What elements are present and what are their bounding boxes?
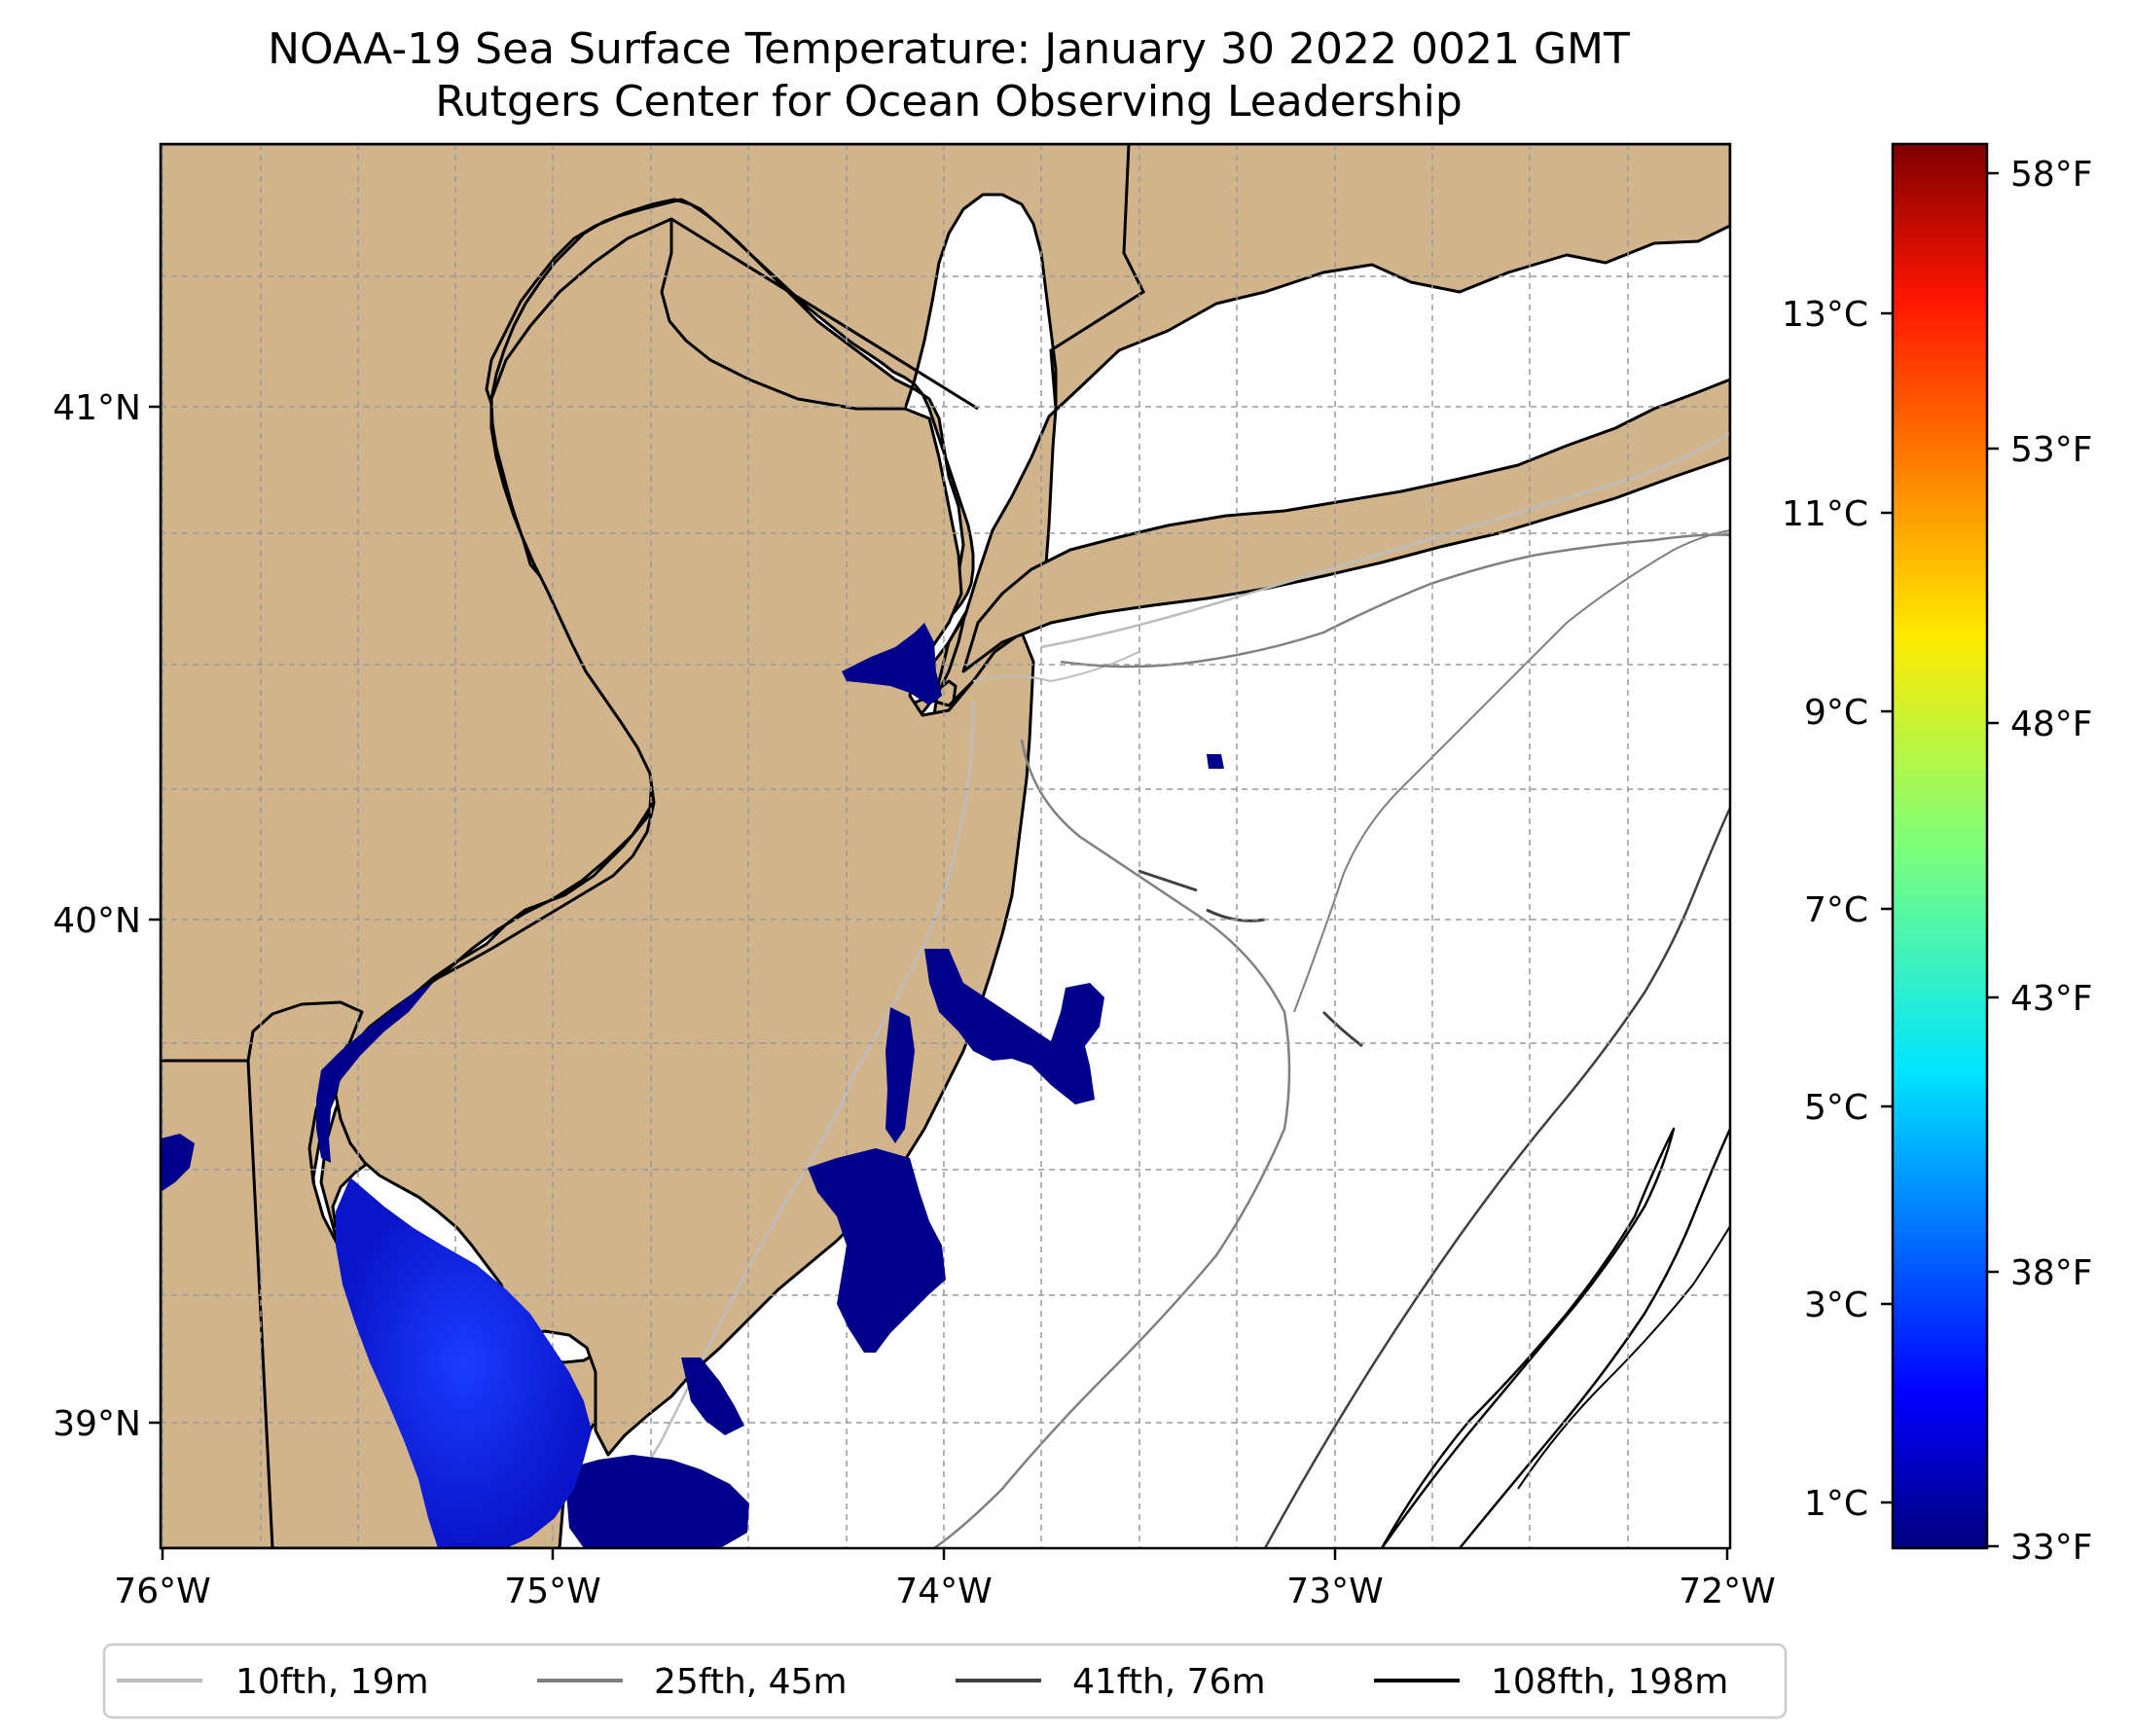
contour-76m bbox=[1263, 807, 1730, 1548]
lat-tick-41n: 41°N bbox=[53, 388, 141, 428]
cbar-tick-48f: 48°F bbox=[2010, 705, 2093, 744]
sst-patch-southern-shore bbox=[681, 1357, 744, 1435]
legend-label-198m: 108fth, 198m bbox=[1491, 1662, 1728, 1702]
legend-label-76m: 41fth, 76m bbox=[1072, 1662, 1266, 1702]
legend: 10fth, 19m 25fth, 45m 41fth, 76m 108fth,… bbox=[102, 1643, 1788, 1719]
bathymetry-contours bbox=[601, 431, 1730, 1548]
latitude-axis bbox=[149, 405, 161, 1425]
cbar-tick-9c: 9°C bbox=[1804, 693, 1868, 733]
sst-patch-left-edge bbox=[161, 1134, 195, 1192]
sst-data bbox=[161, 623, 1224, 1548]
cbar-tick-43f: 43°F bbox=[2010, 979, 2093, 1019]
map-panel: 76°W 75°W 74°W 73°W 72°W 41°N 40°N 39°N bbox=[53, 142, 1776, 1611]
cbar-tick-33f: 33°F bbox=[2010, 1528, 2093, 1568]
cbar-tick-3c: 3°C bbox=[1804, 1285, 1868, 1325]
colorbar: 13°C 11°C 9°C 7°C 5°C 3°C 1°C 58°F 53°F … bbox=[1782, 142, 2093, 1568]
sst-patch-barnegat bbox=[885, 1007, 915, 1143]
legend-label-45m: 25fth, 45m bbox=[654, 1662, 848, 1702]
contour-45m bbox=[933, 739, 1291, 1548]
cbar-tick-58f: 58°F bbox=[2010, 155, 2093, 195]
chart-title: NOAA-19 Sea Surface Temperature: January… bbox=[268, 24, 1630, 74]
sst-patch-raritan-bay bbox=[842, 623, 942, 705]
cbar-tick-53f: 53°F bbox=[2010, 430, 2093, 470]
contour-198m bbox=[1380, 1127, 1676, 1548]
lon-tick-75w: 75°W bbox=[504, 1572, 600, 1611]
lat-tick-39n: 39°N bbox=[53, 1404, 141, 1444]
lon-tick-76w: 76°W bbox=[114, 1572, 210, 1611]
legend-label-19m: 10fth, 19m bbox=[235, 1662, 429, 1702]
cbar-tick-1c: 1°C bbox=[1804, 1484, 1868, 1524]
contour-19m bbox=[601, 700, 975, 1548]
cbar-tick-38f: 38°F bbox=[2010, 1253, 2093, 1293]
sst-patch-de-river bbox=[316, 983, 433, 1163]
longitude-axis bbox=[161, 1548, 1729, 1560]
colorbar-gradient bbox=[1891, 142, 1989, 1550]
map-frame bbox=[159, 142, 1732, 1550]
lon-tick-73w: 73°W bbox=[1286, 1572, 1383, 1611]
sst-patch-south-inlet bbox=[808, 1148, 946, 1353]
legend-box bbox=[102, 1643, 1788, 1719]
cbar-tick-13c: 13°C bbox=[1782, 295, 1868, 335]
sst-patch-central bbox=[924, 949, 1104, 1104]
cbar-tick-7c: 7°C bbox=[1804, 890, 1868, 930]
cbar-tick-11c: 11°C bbox=[1782, 494, 1868, 534]
sst-patch-offshore-small bbox=[1207, 754, 1224, 769]
lon-tick-72w: 72°W bbox=[1679, 1572, 1775, 1611]
lat-tick-40n: 40°N bbox=[53, 901, 141, 941]
lon-tick-74w: 74°W bbox=[895, 1572, 992, 1611]
sst-patch-cape-may bbox=[564, 1455, 749, 1548]
cbar-tick-5c: 5°C bbox=[1804, 1088, 1868, 1128]
sst-patch-de-bay bbox=[336, 1177, 592, 1548]
chart-subtitle: Rutgers Center for Ocean Observing Leade… bbox=[435, 77, 1463, 127]
